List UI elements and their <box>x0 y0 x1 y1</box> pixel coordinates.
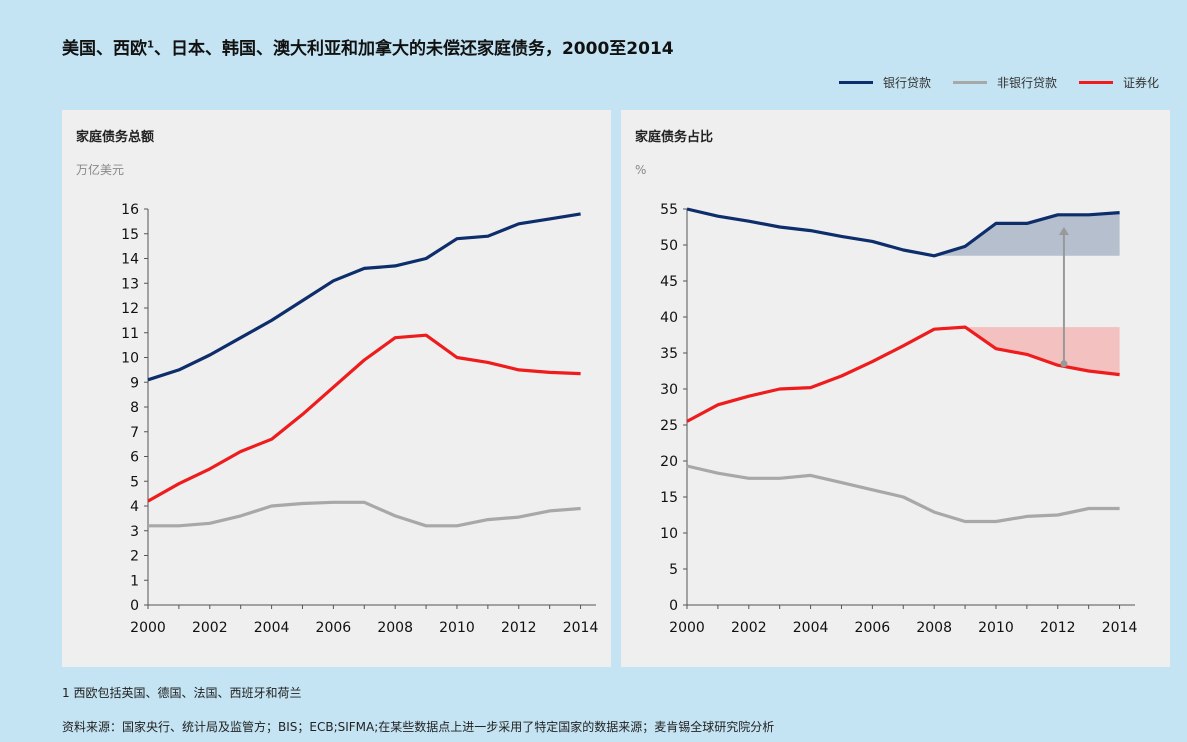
share-x-tick-label: 2014 <box>1102 620 1138 636</box>
share-y-tick-label: 10 <box>660 526 678 542</box>
total-y-tick-label: 11 <box>121 326 139 342</box>
share-y-tick-label: 20 <box>660 454 678 470</box>
share-x-tick-label: 2000 <box>669 620 705 636</box>
footnote: 1 西欧包括英国、德国、法国、西班牙和荷兰 <box>62 686 302 700</box>
total-y-tick-label: 9 <box>130 375 139 391</box>
total-y-tick-label: 6 <box>130 450 139 466</box>
chart-title: 美国、西欧1、日本、韩国、澳大利亚和加拿大的未偿还家庭债务，2000至2014 <box>62 34 674 59</box>
share-line-bank <box>686 207 1120 258</box>
share-y-tick-label: 50 <box>660 238 678 254</box>
legend-label-securitized: 证券化 <box>1122 76 1159 90</box>
total-panel-title: 家庭债务总额 <box>76 129 154 145</box>
total-y-tick-label: 7 <box>130 425 139 441</box>
total-x-tick-label: 2000 <box>130 620 166 636</box>
total-y-tick-label: 8 <box>130 400 139 416</box>
total-x-tick-label: 2012 <box>501 620 537 636</box>
total-y-tick-label: 4 <box>130 499 139 515</box>
total-unit-label: 万亿美元 <box>76 162 124 177</box>
source-note: 资料来源：国家央行、统计局及监管方；BIS；ECB;SIFMA;在某些数据点上进… <box>62 720 775 734</box>
total-x-tick-label: 2014 <box>563 620 599 636</box>
share-x-tick-label: 2002 <box>731 620 767 636</box>
legend-item-nonbank: 非银行贷款 <box>952 74 1057 91</box>
legend-label-bank: 银行贷款 <box>882 76 931 90</box>
chart-panel-total: 家庭债务总额 万亿美元 0 1 2 3 4 5 6 7 8 9 10 11 12 13 14 15 16 2000 20… <box>62 110 611 667</box>
legend-swatch-bank <box>838 81 873 84</box>
share-band-bank <box>934 212 1120 256</box>
total-line-bank <box>147 212 581 382</box>
total-y-tick-label: 2 <box>130 549 139 565</box>
total-x-tick-label: 2008 <box>377 620 413 636</box>
share-x-tick-label: 2010 <box>978 620 1014 636</box>
share-arrow-base <box>1060 360 1068 368</box>
total-x-tick-label: 2006 <box>316 620 352 636</box>
total-y-tick-label: 0 <box>130 598 139 614</box>
legend-swatch-nonbank <box>952 81 987 84</box>
share-band-securitized <box>965 327 1120 375</box>
total-y-tick-label: 5 <box>130 474 139 490</box>
total-line-nonbank <box>148 500 581 528</box>
share-panel-title: 家庭债务占比 <box>635 129 713 145</box>
total-y-tick-label: 14 <box>121 252 139 268</box>
total-y-tick-label: 3 <box>130 524 139 540</box>
total-x-tick-label: 2010 <box>439 620 475 636</box>
share-x-tick-label: 2006 <box>855 620 891 636</box>
legend: 银行贷款 非银行贷款 证券化 <box>838 74 1159 91</box>
share-x-tick-label: 2004 <box>793 620 829 636</box>
title-rest: 、日本、韩国、澳大利亚和加拿大的未偿还家庭债务，2000至2014 <box>153 39 674 59</box>
legend-item-securitized: 证券化 <box>1078 74 1159 91</box>
total-x-tick-label: 2004 <box>254 620 290 636</box>
share-y-tick-label: 35 <box>660 346 678 362</box>
share-arrow-head <box>1058 227 1069 235</box>
chart-panel-share: 家庭债务占比% 0 5 10 15 20 25 30 35 40 45 50 55 2000 2002 200… <box>621 110 1170 667</box>
total-y-tick-label: 10 <box>121 351 139 367</box>
share-y-tick-label: 55 <box>660 202 678 218</box>
share-unit-label: % <box>635 163 646 177</box>
share-x-tick-label: 2012 <box>1040 620 1076 636</box>
share-line-nonbank <box>686 464 1120 524</box>
share-line-securitized <box>686 325 1120 423</box>
share-y-tick-label: 15 <box>660 490 678 506</box>
title-main: 美国、西欧 <box>62 39 147 59</box>
share-x-tick-label: 2008 <box>916 620 952 636</box>
title-superscript: 1 <box>147 39 154 51</box>
share-y-tick-label: 45 <box>660 274 678 290</box>
legend-label-nonbank: 非银行贷款 <box>996 76 1057 90</box>
share-y-tick-label: 25 <box>660 418 678 434</box>
legend-item-bank: 银行贷款 <box>838 74 931 91</box>
total-y-tick-label: 13 <box>121 276 139 292</box>
total-y-tick-label: 16 <box>121 202 139 218</box>
share-y-tick-label: 30 <box>660 382 678 398</box>
total-line-securitized <box>147 333 581 503</box>
total-x-tick-label: 2002 <box>192 620 228 636</box>
chart-share-svg: 家庭债务占比% 0 5 10 15 20 25 30 35 40 45 50 55 2000 2002 200… <box>635 129 1138 636</box>
total-y-tick-label: 1 <box>130 573 139 589</box>
share-y-tick-label: 5 <box>669 562 678 578</box>
share-y-tick-label: 40 <box>660 310 678 326</box>
legend-swatch-securitized <box>1078 81 1113 84</box>
share-y-tick-label: 0 <box>669 598 678 614</box>
total-y-tick-label: 15 <box>121 227 139 243</box>
total-y-tick-label: 12 <box>121 301 139 317</box>
